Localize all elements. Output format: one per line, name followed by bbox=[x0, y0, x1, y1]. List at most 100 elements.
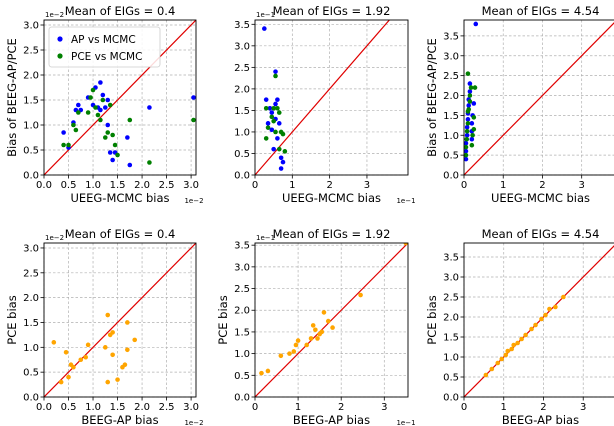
y-tick-label: 1.0 bbox=[23, 121, 39, 132]
data-point bbox=[467, 93, 473, 98]
legend-entry: PCE vs MCMC bbox=[71, 51, 142, 63]
x-tick-label: 0.0 bbox=[36, 402, 52, 413]
data-point bbox=[191, 95, 196, 100]
data-point bbox=[519, 336, 524, 342]
data-point bbox=[495, 360, 501, 366]
y-tick-label: 2.5 bbox=[23, 268, 39, 279]
legend-marker bbox=[57, 36, 63, 42]
x-tick-label: 0 bbox=[252, 402, 258, 413]
y-tick-label: 0.5 bbox=[23, 146, 39, 157]
y-tick-label: 3.5 bbox=[234, 241, 250, 252]
y-tick-label: 1.5 bbox=[443, 111, 459, 122]
x-tick-label: 3 bbox=[364, 180, 370, 191]
diagonal-line bbox=[464, 22, 614, 175]
y-tick-label: 3.5 bbox=[443, 31, 459, 42]
data-point bbox=[271, 118, 276, 124]
y-tick-label: 3.0 bbox=[23, 243, 39, 254]
data-point bbox=[473, 21, 479, 27]
data-point bbox=[125, 347, 130, 353]
data-point bbox=[147, 105, 152, 110]
diagonal-line bbox=[44, 20, 196, 175]
data-point bbox=[265, 125, 271, 130]
data-point bbox=[304, 342, 310, 348]
data-point bbox=[71, 364, 76, 370]
data-point bbox=[58, 379, 64, 385]
y-tick-label: 2.0 bbox=[23, 293, 39, 304]
y-exponent-label: 1e−2 bbox=[45, 11, 64, 19]
chart-panel-5: 0 1 2 3 0.0 0.5 1.0 1.5 2.0 2.5 3.0 3.5 Mean of EIGs… bbox=[216, 227, 416, 426]
y-exponent-label: 1e−1 bbox=[256, 234, 275, 242]
data-point bbox=[51, 340, 57, 345]
data-point bbox=[78, 357, 84, 363]
y-tick-label: 3.0 bbox=[443, 51, 459, 62]
axes-frame bbox=[254, 242, 409, 398]
x-axis-label: UEEG-MCMC bias bbox=[70, 191, 169, 205]
data-point bbox=[464, 136, 470, 142]
data-point bbox=[267, 105, 273, 111]
data-point bbox=[273, 101, 278, 107]
y-tick-label: 0.0 bbox=[23, 171, 39, 182]
chart-title: Mean of EIGs = 4.54 bbox=[482, 227, 600, 241]
data-point bbox=[464, 125, 470, 130]
y-tick-label: 0.5 bbox=[23, 368, 39, 379]
data-point bbox=[76, 102, 81, 108]
data-point bbox=[319, 329, 325, 335]
data-point bbox=[271, 146, 276, 152]
data-point bbox=[276, 146, 282, 152]
x-tick-label: 1 bbox=[501, 402, 507, 413]
data-point bbox=[278, 155, 284, 161]
data-point bbox=[191, 117, 196, 123]
data-point bbox=[115, 152, 120, 158]
y-tick-label: 2.0 bbox=[443, 91, 459, 102]
axes-frame bbox=[43, 242, 197, 398]
data-point bbox=[553, 304, 558, 310]
y-tick-label: 2.5 bbox=[443, 71, 459, 82]
x-tick-label: 1.0 bbox=[85, 402, 101, 413]
data-point bbox=[276, 110, 282, 115]
data-point bbox=[469, 136, 475, 142]
data-point bbox=[539, 316, 544, 322]
data-point bbox=[464, 140, 469, 146]
data-point bbox=[102, 135, 108, 140]
data-point bbox=[403, 243, 408, 246]
data-point bbox=[468, 85, 474, 90]
x-tick-label: 2 bbox=[540, 402, 546, 413]
y-tick-label: 0.0 bbox=[443, 171, 459, 182]
data-point bbox=[483, 372, 489, 378]
x-tick-label: 1 bbox=[295, 402, 301, 413]
x-tick-label: 2.0 bbox=[134, 180, 150, 191]
x-exponent-label: 1e−2 bbox=[184, 197, 203, 205]
data-point bbox=[533, 322, 538, 328]
data-point bbox=[282, 149, 288, 154]
data-point bbox=[308, 336, 314, 341]
data-point bbox=[105, 312, 111, 318]
data-point bbox=[269, 110, 275, 115]
data-point bbox=[73, 127, 79, 133]
y-tick-label: 0.5 bbox=[443, 151, 459, 162]
data-point bbox=[467, 99, 473, 104]
data-point bbox=[262, 26, 267, 31]
data-point bbox=[291, 349, 297, 354]
data-point bbox=[278, 166, 284, 171]
data-point bbox=[529, 326, 534, 332]
axes-frame bbox=[463, 19, 614, 176]
data-point bbox=[110, 132, 115, 138]
x-axis-label: BEEG-AP bias bbox=[502, 413, 579, 426]
x-tick-label: 0.5 bbox=[61, 402, 77, 413]
data-point bbox=[287, 351, 292, 356]
x-tick-label: 3 bbox=[580, 402, 586, 413]
data-point bbox=[511, 342, 516, 348]
y-axis-label: Bias of BEEG-AP/PCE bbox=[425, 38, 439, 157]
y-tick-label: 1.5 bbox=[234, 327, 250, 338]
y-tick-label: 1.0 bbox=[443, 353, 459, 364]
y-tick-label: 2.0 bbox=[234, 84, 250, 95]
x-tick-label: 3 bbox=[579, 180, 585, 191]
data-point bbox=[273, 73, 278, 79]
chart-panel-6: 0 1 2 3 0.0 0.5 1.0 1.5 2.0 2.5 3.0 3.5 Mean of EIGs… bbox=[425, 227, 614, 426]
data-point bbox=[464, 128, 470, 134]
y-tick-label: 3.0 bbox=[443, 273, 459, 284]
data-point bbox=[100, 97, 106, 103]
x-tick-label: 0 bbox=[252, 180, 258, 191]
data-point bbox=[88, 95, 93, 100]
data-point bbox=[465, 121, 471, 126]
